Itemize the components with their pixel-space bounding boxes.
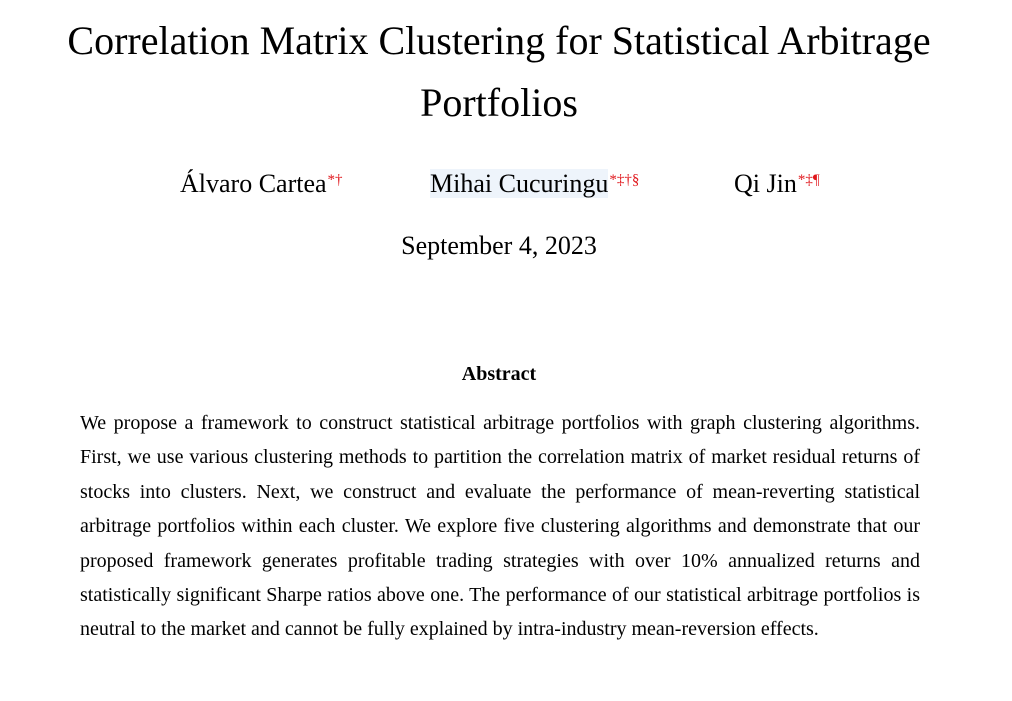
author-footnote-marks[interactable]: *† [327, 172, 343, 188]
paper-title: Correlation Matrix Clustering for Statis… [67, 18, 931, 125]
abstract-heading: Abstract [461, 363, 537, 385]
author-footnote-marks[interactable]: *‡†§ [609, 172, 640, 188]
author-list: Álvaro Cartea*† Mihai Cucuringu*‡†§ Qi J… [0, 166, 1012, 206]
author-name: Álvaro Cartea [180, 169, 327, 198]
author-name: Mihai Cucuringu [430, 169, 609, 198]
author-footnote-marks[interactable]: *‡¶ [797, 172, 820, 188]
author-jin: Qi Jin*‡¶ [734, 166, 820, 202]
publication-date: September 4, 2023 [401, 231, 597, 260]
author-cartea: Álvaro Cartea*† [180, 166, 343, 202]
author-cucuringu: Mihai Cucuringu*‡†§ [430, 166, 639, 202]
abstract-text: We propose a framework to construct stat… [80, 412, 920, 641]
author-name: Qi Jin [734, 169, 797, 198]
